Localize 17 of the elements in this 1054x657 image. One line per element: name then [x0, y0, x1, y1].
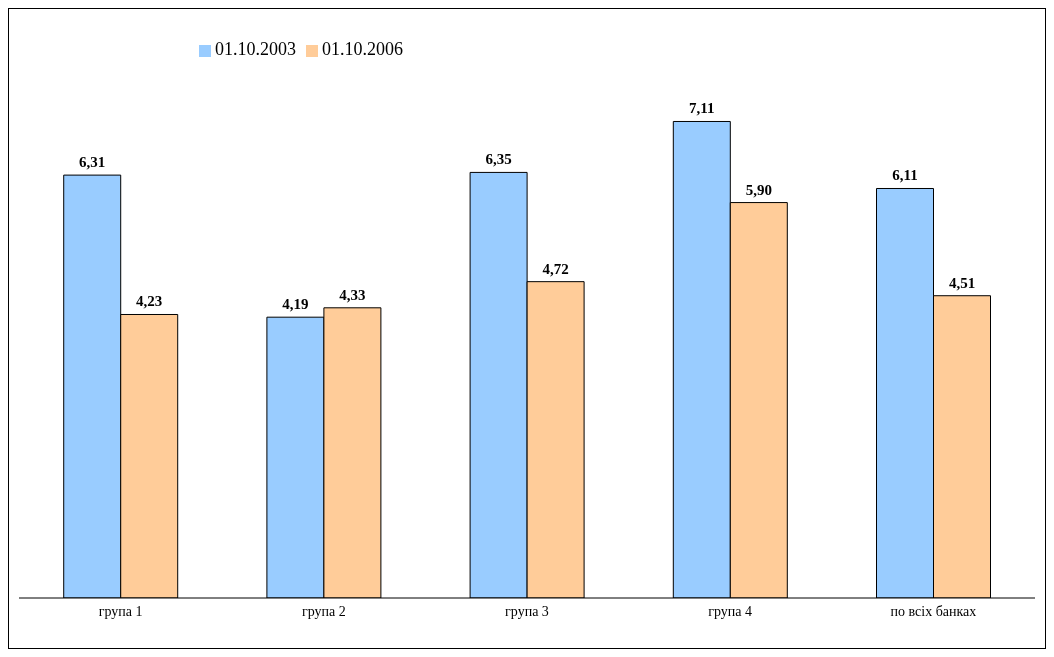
data-label: 7,11 — [689, 100, 715, 117]
legend-label: 01.10.2003 — [215, 39, 296, 59]
legend-label: 01.10.2006 — [322, 39, 403, 59]
x-tick-label: група 2 — [301, 603, 346, 619]
data-label: 4,19 — [282, 296, 309, 313]
data-label: 5,90 — [745, 181, 772, 198]
x-tick-label: група 3 — [505, 603, 549, 619]
data-label: 4,51 — [948, 274, 976, 291]
data-label: 6,35 — [485, 151, 512, 168]
data-label: 4,72 — [542, 260, 569, 277]
x-tick-label: група 1 — [98, 603, 143, 619]
data-label: 6,31 — [79, 154, 106, 171]
x-tick-label: по всіх банках — [890, 603, 977, 619]
x-tick-label: група 4 — [708, 603, 753, 619]
data-label: 4,23 — [136, 293, 163, 310]
data-label: 6,11 — [892, 167, 918, 184]
data-label: 4,33 — [339, 286, 366, 303]
